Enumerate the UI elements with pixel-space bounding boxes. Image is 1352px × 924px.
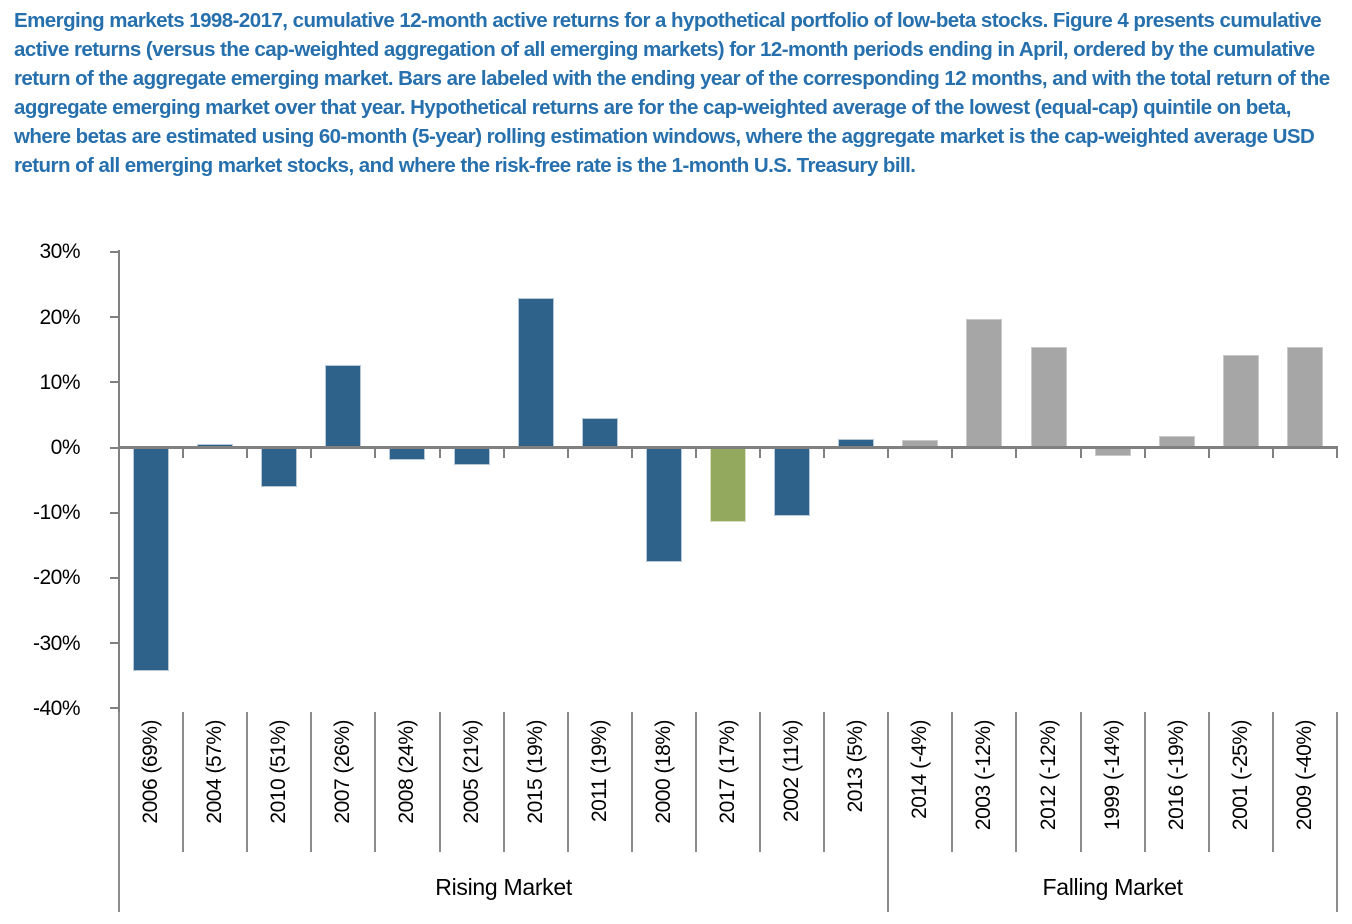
bar-2009 <box>1286 347 1323 449</box>
y-tick-label: 0% <box>50 436 81 459</box>
x-tick-mark <box>566 449 569 458</box>
x-label-divider <box>374 712 377 852</box>
bar-2005 <box>453 447 490 466</box>
x-label-2014: 2014 (-4%) <box>908 720 932 819</box>
x-label-2004: 2004 (57%) <box>203 720 227 824</box>
y-tick-mark <box>110 642 118 645</box>
group-label: Falling Market <box>1042 874 1183 900</box>
x-tick-mark <box>118 449 120 458</box>
y-tick-label: -40% <box>32 696 81 720</box>
y-tick-label: 30% <box>39 240 80 264</box>
x-tick-mark <box>694 449 697 458</box>
x-label-2010: 2010 (51%) <box>267 720 291 824</box>
x-label-divider <box>887 712 890 852</box>
x-label-divider <box>246 712 249 852</box>
y-tick-label: -20% <box>32 566 81 590</box>
x-label-divider <box>118 712 120 852</box>
x-label-2001: 2001 (-25%) <box>1228 720 1252 831</box>
x-tick-mark <box>887 449 890 458</box>
x-label-2016: 2016 (-19%) <box>1164 720 1188 831</box>
y-tick-label: -10% <box>32 501 81 525</box>
group-divider <box>1336 852 1338 912</box>
bar-2010 <box>261 447 298 487</box>
bar-2012 <box>1030 347 1067 449</box>
bar-2003 <box>966 319 1003 449</box>
y-tick-mark <box>110 316 118 319</box>
x-label-divider <box>1336 712 1338 852</box>
y-tick-mark <box>110 576 118 579</box>
x-label-2015: 2015 (19%) <box>523 720 547 824</box>
y-tick-mark <box>110 511 118 514</box>
x-tick-mark <box>502 449 505 458</box>
x-tick-mark <box>1015 449 1018 458</box>
bar-2008 <box>389 447 426 460</box>
bar-2001 <box>1222 354 1259 449</box>
bar-2011 <box>581 418 618 449</box>
x-label-divider <box>182 712 185 852</box>
x-tick-mark <box>1207 449 1210 458</box>
y-tick-mark <box>110 446 118 449</box>
x-label-divider <box>566 712 569 852</box>
x-label-2000: 2000 (18%) <box>651 720 675 824</box>
group-divider <box>887 852 890 912</box>
x-label-2006: 2006 (69%) <box>139 720 163 824</box>
x-label-2008: 2008 (24%) <box>395 720 419 824</box>
x-label-divider <box>1271 712 1274 852</box>
x-tick-mark <box>246 449 249 458</box>
x-label-divider <box>502 712 505 852</box>
x-label-2009: 2009 (-40%) <box>1292 720 1316 831</box>
x-tick-mark <box>182 449 185 458</box>
x-label-divider <box>823 712 826 852</box>
x-tick-mark <box>630 449 633 458</box>
x-label-2017: 2017 (17%) <box>716 720 739 824</box>
y-tick-label: 20% <box>39 305 80 329</box>
bar-2017 <box>710 447 746 523</box>
x-label-2002: 2002 (11%) <box>780 720 804 823</box>
x-tick-mark <box>1079 449 1082 458</box>
x-label-divider <box>630 712 633 852</box>
y-tick-mark <box>110 250 118 253</box>
x-tick-mark <box>438 449 441 458</box>
x-tick-mark <box>1336 449 1338 458</box>
x-tick-mark <box>823 449 826 458</box>
x-label-divider <box>1207 712 1210 852</box>
y-tick-mark <box>110 707 118 710</box>
x-tick-mark <box>1143 449 1146 458</box>
x-label-divider <box>694 712 697 852</box>
group-divider <box>118 852 120 912</box>
figure-caption: Emerging markets 1998-2017, cumulative 1… <box>14 9 1330 177</box>
x-label-divider <box>1079 712 1082 852</box>
y-tick-label: 10% <box>39 370 80 394</box>
y-tick-label: -30% <box>32 631 81 655</box>
x-label-divider <box>310 712 313 852</box>
x-label-2013: 2013 (5%) <box>844 720 868 813</box>
bar-2000 <box>645 447 682 562</box>
x-label-1999: 1999 (-14%) <box>1100 720 1124 831</box>
x-label-2003: 2003 (-12%) <box>972 720 996 831</box>
x-label-2011: 2011 (19%) <box>587 720 611 823</box>
x-tick-mark <box>374 449 377 458</box>
x-tick-mark <box>310 449 313 458</box>
bar-2002 <box>774 447 811 517</box>
x-label-divider <box>1015 712 1018 852</box>
bar-2006 <box>133 447 170 672</box>
x-label-2012: 2012 (-12%) <box>1036 720 1060 831</box>
x-label-divider <box>1143 712 1146 852</box>
y-axis-line <box>118 249 120 713</box>
x-label-divider <box>438 712 441 852</box>
x-label-2005: 2005 (21%) <box>459 720 483 824</box>
x-label-divider <box>951 712 954 852</box>
bar-2007 <box>325 365 362 449</box>
x-label-divider <box>759 712 762 852</box>
x-tick-mark <box>759 449 762 458</box>
group-label: Rising Market <box>435 874 572 900</box>
y-tick-mark <box>110 381 118 384</box>
x-tick-mark <box>1271 449 1274 458</box>
x-tick-mark <box>951 449 954 458</box>
zero-axis-line <box>118 446 1338 449</box>
bar-2015 <box>517 298 554 449</box>
x-label-2007: 2007 (26%) <box>331 720 355 824</box>
